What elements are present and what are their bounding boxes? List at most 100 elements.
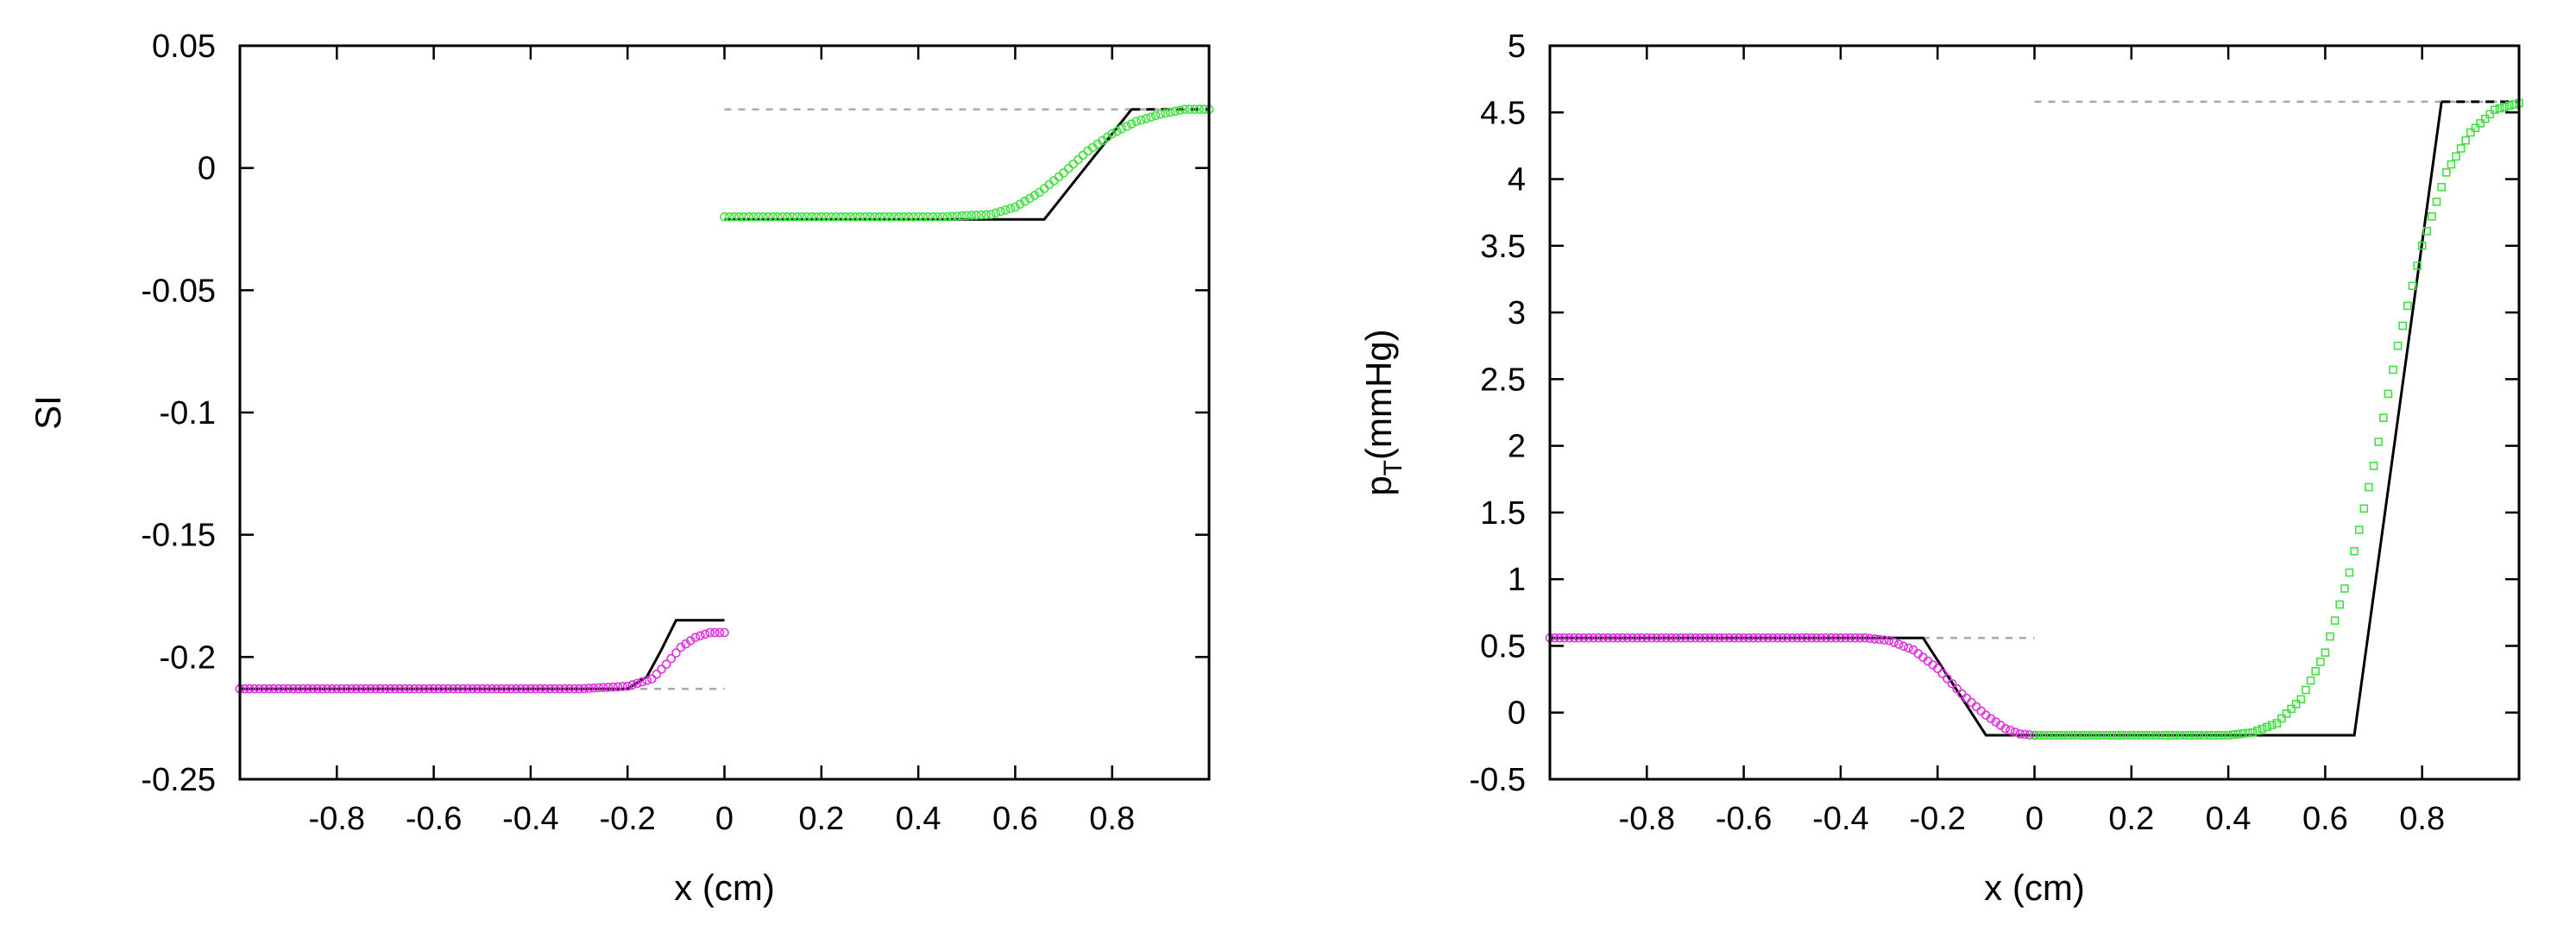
pt-series-4-marker (2480, 114, 2490, 123)
si-series-4-marker (1175, 105, 1185, 116)
pt-series-3-marker (1894, 639, 1904, 649)
pt-x-tick-label: -0.6 (1716, 801, 1772, 837)
pt-series-3-marker (1817, 633, 1826, 643)
si-series-3-marker (268, 683, 279, 694)
pt-series-3-marker (1821, 633, 1831, 643)
pt-series-3-marker (1656, 633, 1666, 643)
pt-series-3-marker (1613, 633, 1622, 643)
si-series-3-marker (366, 683, 375, 694)
si-series-3-marker (351, 683, 362, 694)
si-series-3-marker (322, 683, 332, 694)
pt-series-4-marker (2214, 731, 2223, 740)
pt-y-axis-label-main: p (1358, 475, 1399, 495)
si-series-3-marker (279, 683, 288, 694)
pt-series-3-marker (1763, 633, 1773, 643)
pt-series-3-marker (1715, 633, 1724, 643)
si-series-4-marker (860, 212, 870, 222)
pt-series-4-marker (2083, 731, 2093, 740)
pt-series-4-marker (2030, 731, 2039, 740)
si-series-1-line-0 (240, 619, 725, 690)
pt-series-4-marker (2127, 731, 2136, 740)
pt-series-3-marker (1748, 633, 1759, 643)
si-x-tick-label: -0.2 (599, 801, 655, 837)
si-series-3-marker (516, 683, 526, 694)
pt-series-4-marker (2491, 105, 2499, 114)
si-series-4-marker (850, 212, 860, 222)
pt-series-4-marker (2296, 695, 2306, 704)
pt-series-4-marker (2374, 438, 2383, 446)
si-series-3-marker (259, 683, 269, 694)
pt-series-3-marker (1565, 633, 1574, 643)
pt-series-4-marker (2291, 699, 2301, 708)
pt-axis-ticks: -0.8 -0.6 -0.4 -0.2 0 0.2 0.4 0.6 0.8 5 4.5 4 3.5 3 2.… (1470, 28, 2519, 837)
si-series-4-marker (720, 212, 729, 222)
pt-series-4-marker (2330, 616, 2340, 625)
si-series-4-marker (846, 212, 855, 222)
si-series-3-marker (501, 683, 512, 694)
pt-y-tick-label: 0.5 (1480, 628, 1526, 664)
pt-series-4-marker (2243, 728, 2252, 738)
si-series-4-marker (1117, 124, 1127, 134)
si-series-4-marker (797, 212, 807, 222)
si-series-3-marker (540, 683, 551, 694)
si-series-4-marker (1063, 163, 1074, 173)
pt-y-tick-label: 2.5 (1480, 362, 1526, 398)
pt-series-4-marker (2233, 729, 2243, 739)
si-series-3-marker (574, 683, 584, 694)
pt-series-4-marker (2432, 198, 2441, 206)
si-series-4-marker (1078, 150, 1088, 161)
pt-x-tick-label: 0.8 (2399, 801, 2445, 837)
si-series-4-marker (909, 212, 918, 222)
pt-series-4-marker (2117, 731, 2126, 740)
pt-series-4-marker (2107, 731, 2117, 740)
si-series-4-marker (1131, 116, 1142, 127)
si-series-3-marker (274, 683, 284, 694)
pt-series-3-marker (1967, 697, 1976, 708)
pt-series-3-marker (2006, 725, 2015, 735)
pt-series-4-marker (2379, 413, 2388, 423)
si-series-3-marker (337, 683, 347, 694)
si-chart-marks (235, 104, 1214, 694)
pt-y-tick-label: 3 (1508, 295, 1526, 331)
pt-series-3-marker (1671, 633, 1681, 643)
pt-series-4-marker (2306, 676, 2315, 685)
pt-series-4-marker (2050, 731, 2058, 740)
si-series-3-marker (705, 627, 715, 638)
si-series-3-marker (394, 683, 405, 694)
pt-series-3-marker (1637, 633, 1647, 643)
pt-series-4-marker (2413, 261, 2422, 270)
pt-series-3-marker (1826, 633, 1836, 643)
si-series-4-marker (772, 212, 783, 222)
pt-series-4-marker (2287, 704, 2296, 714)
pt-series-4-marker (2248, 728, 2257, 737)
si-series-4-marker (952, 211, 962, 221)
pt-series-3-marker (1792, 633, 1802, 643)
pt-series-4-marker (2137, 731, 2145, 740)
si-series-3-marker (690, 633, 701, 643)
pt-series-3-marker (2010, 727, 2020, 737)
si-series-3-marker (405, 683, 414, 694)
si-series-4-marker (1024, 193, 1035, 204)
si-series-4-marker (822, 212, 831, 222)
si-series-4-marker (996, 206, 1005, 217)
pt-series-3-marker (2015, 729, 2025, 739)
si-x-tick-label: 0.6 (992, 801, 1038, 837)
si-series-4-marker (1000, 205, 1011, 215)
pt-series-3-marker (1773, 633, 1783, 643)
si-series-3-marker (385, 683, 395, 694)
si-series-3-marker (414, 683, 425, 694)
si-series-4-marker (768, 212, 778, 222)
pt-series-4-marker (2428, 212, 2436, 221)
pt-y-tick-label: 4.5 (1480, 95, 1526, 131)
si-series-4-marker (1185, 104, 1194, 114)
si-series-3-marker (671, 648, 681, 658)
si-series-4-marker (904, 212, 914, 222)
si-y-tick-label: -0.2 (160, 639, 216, 676)
pt-series-3-marker (1642, 633, 1652, 643)
si-series-4-marker (889, 212, 899, 222)
pt-series-4-marker (2447, 160, 2456, 169)
si-y-tick-label: -0.15 (141, 518, 216, 554)
pt-y-tick-label: 1.5 (1480, 495, 1526, 532)
si-series-4-marker (835, 212, 846, 222)
pt-series-4-marker (2452, 152, 2460, 161)
